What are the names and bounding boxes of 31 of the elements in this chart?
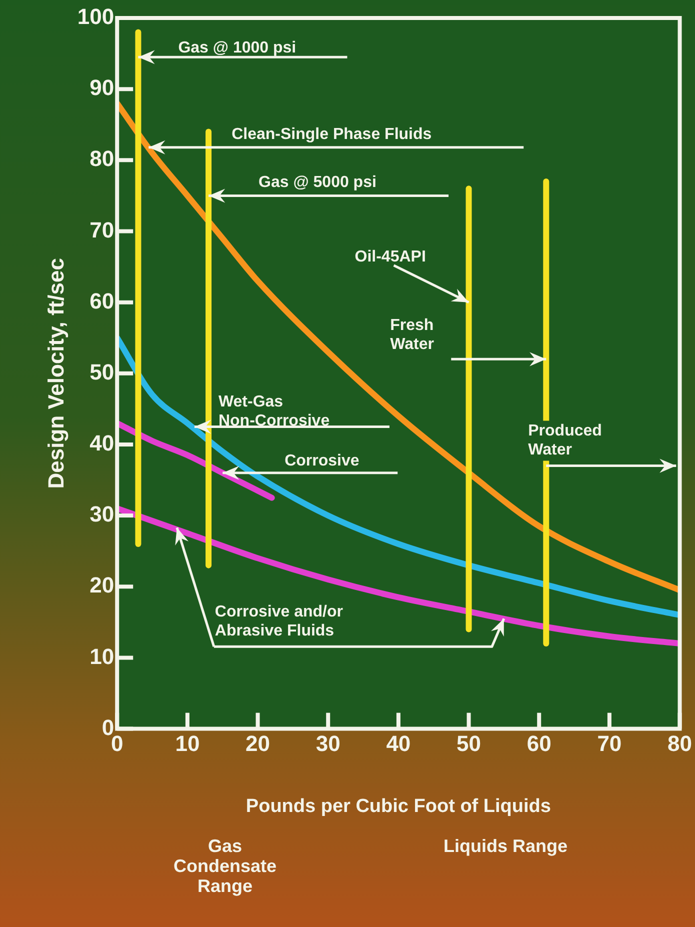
y-tick-label: 60 — [90, 288, 114, 314]
annotation: Fresh Water — [390, 317, 434, 354]
y-tick-label: 10 — [90, 644, 114, 669]
x-tick-label: 20 — [246, 731, 270, 756]
x-tick-label: 30 — [316, 731, 340, 756]
x-tick-label: 50 — [456, 731, 482, 756]
x-tick-label: 70 — [597, 731, 622, 756]
x-axis-title: Pounds per Cubic Foot of Liquids — [246, 796, 551, 817]
y-tick-label: 100 — [77, 4, 114, 30]
annotation: Wet-Gas Non-Corrosive — [218, 394, 330, 430]
y-tick-label: 20 — [90, 572, 114, 598]
y-tick-label: 30 — [90, 502, 114, 527]
annotation: Clean-Single Phase Fluids — [232, 126, 432, 143]
annotation: Oil-45API — [354, 248, 426, 266]
x-tick-label: 60 — [526, 731, 552, 756]
annotation: Corrosive and/or Abrasive Fluids — [214, 604, 343, 640]
text: Gas Condensate Range — [172, 836, 278, 896]
y-axis-title: Design Velocity, ft/sec — [43, 258, 68, 489]
annotation: Produced Water — [528, 422, 602, 459]
annotation: Gas @ 1000 psi — [178, 40, 296, 56]
annotation: Gas @ 5000 psi — [258, 174, 376, 192]
x-tick-label: 10 — [175, 731, 200, 756]
y-tick-label: 90 — [90, 75, 114, 100]
y-tick-label: 40 — [90, 430, 114, 456]
text: Liquids Range — [442, 836, 568, 858]
annotation: Corrosive — [284, 452, 360, 470]
y-tick-label: 70 — [90, 217, 114, 242]
y-tick-label: 80 — [90, 146, 114, 172]
y-tick-label: 50 — [90, 359, 114, 384]
x-tick-label: 80 — [668, 731, 692, 756]
x-tick-label: 40 — [386, 731, 411, 756]
